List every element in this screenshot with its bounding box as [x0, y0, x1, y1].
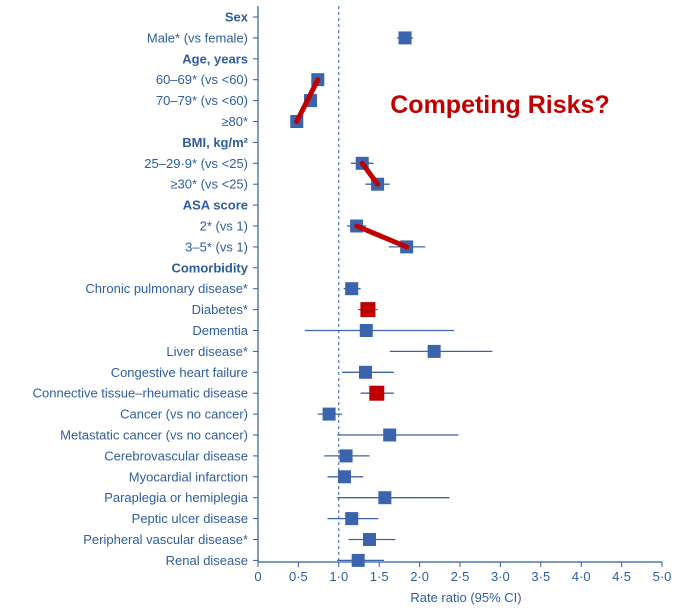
row-label: ≥80*: [221, 114, 248, 129]
row-label: Paraplegia or hemiplegia: [104, 490, 249, 505]
row-label: Metastatic cancer (vs no cancer): [60, 428, 248, 443]
point-marker: [358, 365, 372, 379]
point-marker: [339, 449, 353, 463]
point-marker: [322, 407, 336, 421]
point-marker: [345, 512, 359, 526]
reference-layer: [253, 6, 340, 562]
row-label: Congestive heart failure: [111, 365, 248, 380]
point-marker: [383, 428, 397, 442]
highlighted-point-marker: [360, 302, 376, 318]
row-label: Cancer (vs no cancer): [120, 407, 248, 422]
row-label: 2* (vs 1): [200, 219, 248, 234]
row-label: Myocardial infarction: [129, 469, 248, 484]
row-label: Renal disease: [166, 553, 248, 568]
x-tick-label: 5·0: [653, 569, 672, 584]
row-label: 70–79* (vs <60): [156, 93, 248, 108]
annotation-layer: [294, 77, 410, 250]
point-marker: [398, 31, 412, 45]
row-label: 60–69* (vs <60): [156, 72, 248, 87]
trend-arrow: [359, 160, 381, 187]
point-marker: [351, 553, 365, 567]
x-tick-label: 0: [254, 569, 261, 584]
row-label: Connective tissue–rheumatic disease: [33, 386, 248, 401]
rows-layer: Sex Male* (vs female) Age, years 60–69* (vs…: [33, 10, 493, 568]
competing-risks-title: Competing Risks?: [390, 91, 609, 119]
row-label: Peptic ulcer disease: [132, 511, 248, 526]
x-tick-label: 3·0: [491, 569, 510, 584]
x-tick-label: 4·0: [572, 569, 591, 584]
x-axis: Rate ratio (95% CI) 0 0·5 1·0 1·5 2·0 2·5 3·0 3…: [254, 561, 672, 605]
x-tick-label: 1·5: [370, 569, 389, 584]
group-header: Comorbidity: [171, 260, 248, 275]
row-label: 25–29·9* (vs <25): [144, 156, 248, 171]
row-label: Chronic pulmonary disease*: [85, 281, 248, 296]
trend-arrow: [294, 77, 321, 124]
row-label: ≥30* (vs <25): [170, 177, 248, 192]
row-label: 3–5* (vs 1): [185, 239, 248, 254]
group-header: Age, years: [182, 51, 248, 66]
point-marker: [378, 491, 392, 505]
highlighted-point-marker: [369, 385, 385, 401]
group-header: Sex: [225, 10, 249, 25]
point-marker: [359, 324, 373, 337]
x-axis-label: Rate ratio (95% CI): [410, 590, 521, 605]
point-marker: [345, 282, 359, 296]
x-tick-label: 2·0: [410, 569, 429, 584]
row-label: Dementia: [192, 323, 248, 338]
group-header: ASA score: [183, 198, 248, 213]
row-label: Male* (vs female): [147, 30, 248, 45]
row-label: Cerebrovascular disease: [104, 448, 248, 463]
group-header: BMI, kg/m²: [182, 135, 248, 150]
x-tick-label: 4·5: [612, 569, 631, 584]
x-tick-label: 2·5: [451, 569, 470, 584]
point-marker: [427, 344, 441, 358]
row-label: Diabetes*: [192, 302, 248, 317]
trend-arrow: [354, 223, 410, 250]
row-label: Peripheral vascular disease*: [83, 532, 248, 547]
x-tick-label: 1·0: [329, 569, 348, 584]
x-tick-label: 3·5: [531, 569, 550, 584]
point-marker: [337, 470, 351, 484]
point-marker: [363, 533, 377, 546]
x-tick-label: 0·5: [289, 569, 308, 584]
row-label: Liver disease*: [166, 344, 248, 359]
